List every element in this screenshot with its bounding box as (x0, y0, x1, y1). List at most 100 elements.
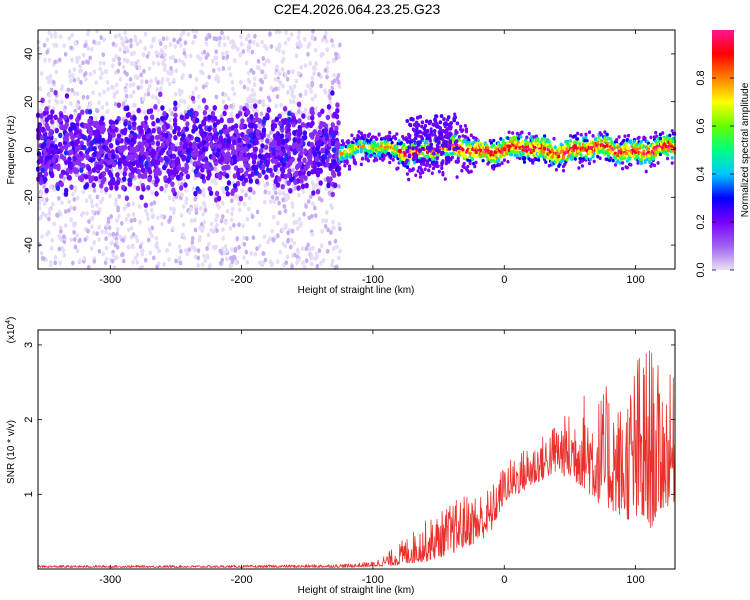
spectrogram-cell (54, 127, 60, 134)
spectrogram-cell (40, 167, 46, 174)
spectrogram-cell (275, 196, 279, 201)
spectrogram-cell (273, 76, 278, 82)
spectrogram-cell (176, 145, 182, 152)
spectrogram-cell (248, 178, 254, 184)
spectrogram-cell (288, 158, 294, 165)
spectrogram-cell (131, 102, 136, 108)
spectrogram-cell (190, 240, 195, 245)
spectrogram-cell (637, 135, 641, 140)
spectrogram-cell (186, 109, 192, 116)
spectrogram-cell (157, 52, 161, 58)
spectrogram-cell (224, 185, 230, 192)
spectrogram-cell (224, 173, 230, 179)
spectrogram-cell (296, 138, 302, 144)
spectrogram-cell (68, 126, 73, 132)
spectrogram-cell (178, 43, 183, 48)
spectrogram-cell (212, 105, 217, 111)
spectrogram-cell (123, 46, 127, 51)
spectrogram-cell (84, 71, 88, 76)
spectrogram-cell (100, 104, 105, 110)
spectrogram-cell (327, 93, 332, 99)
spectrogram-cell (48, 146, 53, 153)
spectrogram-cell (316, 161, 321, 168)
spectrogram-cell (204, 36, 209, 42)
spectrogram-cell (289, 237, 294, 243)
spectrogram-cell (253, 33, 257, 39)
spectrogram-cell (155, 244, 160, 250)
spectrogram-cell (149, 201, 154, 207)
spectrogram-cell (284, 133, 290, 139)
spectrogram-cell (256, 58, 261, 64)
spectrogram-cell (174, 142, 179, 147)
spectrogram-cell (221, 142, 226, 148)
spectrogram-cell (398, 149, 402, 154)
spectrogram-cell (230, 125, 235, 131)
spectrogram-cell (110, 258, 115, 264)
spectrogram-cell (299, 64, 304, 70)
spectrogram-cell (587, 130, 592, 135)
spectrogram-cell (320, 108, 325, 115)
spectrogram-cell (202, 219, 207, 225)
spectrogram-cell (185, 251, 190, 257)
spectrogram-cell (324, 186, 328, 192)
spectrogram-cell (72, 229, 76, 235)
spectrogram-cell (129, 165, 134, 172)
spectrogram-cell (110, 63, 115, 69)
spectrogram-cell (331, 140, 336, 147)
spectrogram-cell (200, 153, 206, 160)
spectrogram-cell (174, 158, 179, 164)
spectrogram-cell (260, 143, 265, 149)
spectrogram-cell (288, 244, 293, 250)
spectrogram-cell (63, 51, 68, 57)
spectrogram-cell (232, 222, 236, 228)
spectrogram-cell (165, 248, 169, 253)
spectrogram-cell (53, 137, 58, 143)
spectrogram-cell (262, 234, 267, 240)
spectrogram-cell (104, 68, 109, 74)
spectrogram-cell (315, 145, 320, 152)
spectrogram-cell (245, 97, 250, 103)
spectrogram-cell (182, 235, 187, 241)
spectrogram-cell (181, 222, 186, 228)
spectrogram-cell (626, 146, 631, 151)
spectrogram-cell (258, 260, 262, 266)
spectrogram-cell (78, 63, 82, 69)
spectrogram-cell (150, 213, 155, 219)
spectrogram-cell (320, 157, 325, 163)
spectrogram-cell (183, 168, 189, 175)
spectrogram-cell (147, 169, 153, 175)
spectrogram-cell (75, 103, 80, 108)
spectrogram-cell (100, 70, 104, 76)
spectrogram-cell (58, 211, 63, 217)
spectrogram-cell (98, 60, 103, 66)
spectrogram-cell (48, 207, 52, 212)
spectrogram-cell (108, 119, 113, 125)
spectrogram-cell (74, 159, 80, 166)
spectrogram-cell (117, 194, 122, 199)
spectrogram-cell (267, 190, 272, 196)
spectrogram-cell (150, 190, 154, 195)
spectrogram-cell (102, 37, 106, 42)
spectrogram-cell (111, 252, 115, 258)
spectrogram-cell (121, 155, 126, 161)
spectrogram-cell (98, 66, 102, 72)
spectrogram-cell (168, 42, 173, 48)
spectrogram-cell (230, 247, 234, 252)
spectrogram-cell (189, 218, 194, 224)
spectrogram-cell (211, 229, 216, 235)
spectrogram-cell (51, 201, 55, 207)
spectrogram-cell (91, 209, 95, 215)
spectrogram-cell (246, 109, 251, 116)
spectrogram-cell (170, 143, 175, 150)
spectrogram-cell (89, 216, 94, 222)
spectrogram-cell (201, 120, 207, 127)
spectrogram-cell (147, 227, 152, 232)
spectrogram-cell (270, 228, 275, 234)
spectrogram-cell (331, 225, 335, 231)
spectrogram-cell (54, 43, 59, 48)
spectrogram-cell (223, 244, 228, 250)
spectrogram-cell (366, 158, 371, 163)
spectrogram-cell (193, 168, 198, 175)
spectrogram-cell (149, 207, 154, 213)
spectrogram-cell (584, 135, 588, 140)
